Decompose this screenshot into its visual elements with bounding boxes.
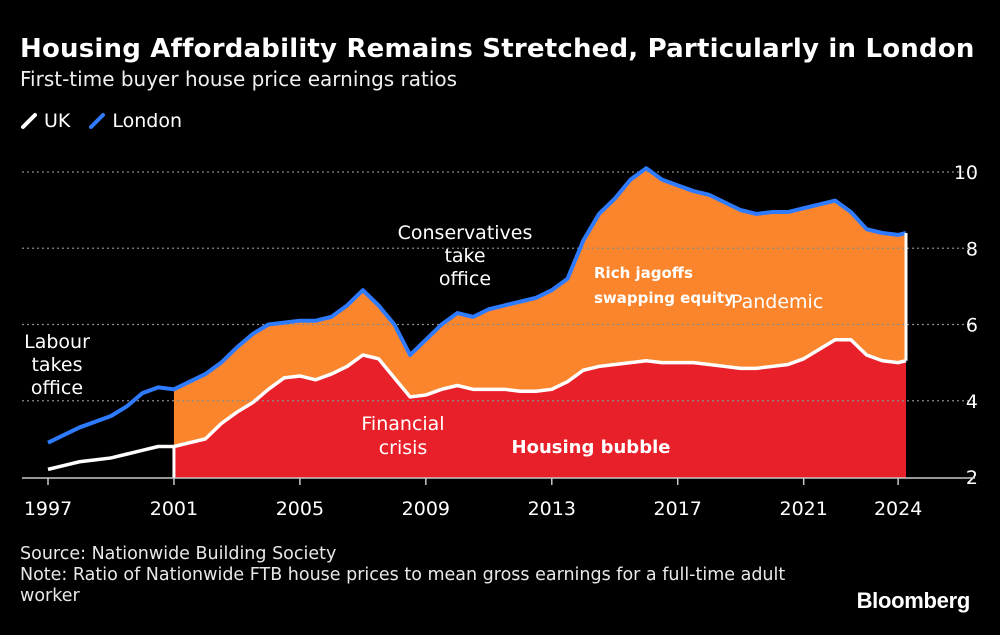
y-tick-label: 6 [966, 315, 978, 337]
annotation-housing-bubble: Housing bubble [512, 437, 671, 458]
annotation-labour: takes [31, 354, 82, 376]
source-note: Source: Nationwide Building Society [20, 544, 337, 564]
chart-subtitle: First-time buyer house price earnings ra… [20, 67, 458, 91]
annotation-financial-crisis: crisis [379, 437, 428, 459]
uk-line [47, 338, 907, 472]
annotation-conservatives: take [444, 245, 485, 267]
slash-line-icon [89, 113, 106, 129]
annotation-rich: Rich jagoffs [594, 264, 693, 282]
x-tick-label: 2005 [276, 498, 324, 520]
legend: UK London [20, 110, 182, 132]
legend-item-uk[interactable]: UK [20, 110, 70, 132]
legend-item-london[interactable]: London [88, 110, 182, 132]
x-tick-label: 2013 [528, 498, 576, 520]
x-tick-label: 2021 [779, 498, 827, 520]
y-tick-label: 10 [954, 162, 978, 184]
london-premium-area [173, 168, 907, 447]
y-tick-label: 8 [966, 238, 978, 260]
methodology-note: Note: Ratio of Nationwide FTB house pric… [20, 565, 786, 606]
annotation-conservatives: office [439, 268, 491, 290]
annotation-labour: Labour [24, 331, 90, 353]
chart-title: Housing Affordability Remains Stretched,… [20, 34, 975, 64]
annotation-rich: swapping equity [594, 289, 734, 307]
x-tick-label: 2001 [150, 498, 198, 520]
uk-area [173, 339, 907, 478]
london-line [47, 166, 907, 445]
x-tick-label: 2009 [402, 498, 450, 520]
x-tick-label: 2017 [654, 498, 702, 520]
legend-label-london: London [112, 110, 183, 132]
legend-label-uk: UK [44, 110, 71, 132]
x-tick-label: 2024 [874, 498, 922, 520]
bloomberg-logo: Bloomberg [856, 588, 971, 613]
annotation-conservatives: Conservatives [398, 222, 533, 244]
x-tick-label: 1997 [24, 498, 72, 520]
y-tick-label: 4 [966, 391, 978, 413]
annotation-financial-crisis: Financial [361, 413, 444, 435]
annotation-labour: office [31, 377, 83, 399]
chart-footer: Source: Nationwide Building Society Note… [20, 544, 800, 607]
annotation-pandemic: Pandemic [731, 291, 823, 313]
slash-line-icon [21, 113, 37, 129]
